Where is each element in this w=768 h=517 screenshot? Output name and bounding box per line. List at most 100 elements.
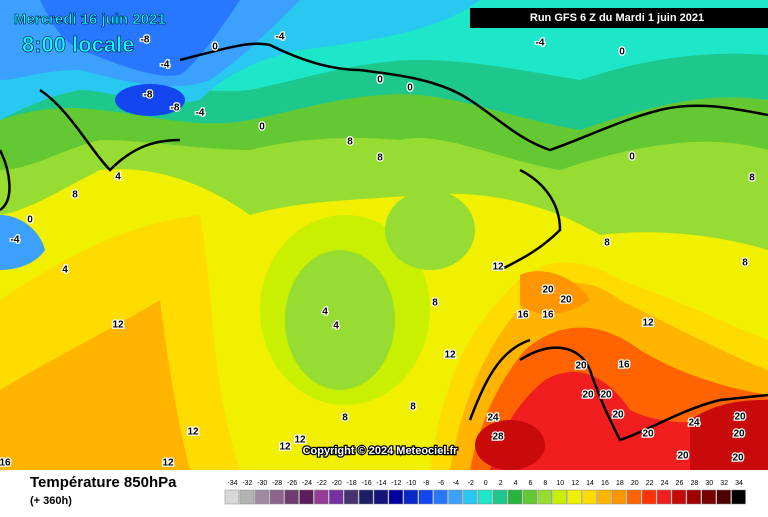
scale-label: 0 bbox=[484, 480, 488, 487]
scale-swatch bbox=[627, 489, 642, 505]
contour-label: 20 bbox=[732, 453, 744, 464]
temperature-field bbox=[0, 0, 768, 470]
scale-swatch bbox=[686, 489, 702, 505]
scale-label: 10 bbox=[556, 480, 564, 487]
contour-label: 0 bbox=[377, 75, 383, 86]
scale-label: 24 bbox=[661, 480, 669, 487]
scale-swatch bbox=[269, 489, 284, 505]
color-scale: -34 -32 -30 -28 -26 -24 -22 -20 -18 -16 -14 -12 -10-… bbox=[224, 480, 746, 505]
scale-label: 30 bbox=[705, 480, 713, 487]
scale-label: 16 bbox=[601, 480, 609, 487]
scale-swatch bbox=[373, 489, 389, 505]
contour-label: 0 bbox=[629, 152, 635, 163]
scale-swatch bbox=[716, 489, 731, 505]
run-box bbox=[470, 8, 768, 28]
scale-label: 32 bbox=[720, 480, 728, 487]
contour-label: 12 bbox=[112, 320, 124, 331]
scale-swatch bbox=[567, 489, 582, 505]
scale-label: 4 bbox=[514, 480, 518, 487]
scale-swatch bbox=[463, 489, 478, 505]
contour-label: 8 bbox=[377, 153, 383, 164]
scale-label: 22 bbox=[646, 480, 654, 487]
scale-swatch bbox=[284, 489, 299, 505]
coastlines bbox=[0, 42, 768, 442]
contour-label: 20 bbox=[612, 410, 624, 421]
contour-label: 20 bbox=[733, 429, 745, 440]
contour-label: 12 bbox=[294, 435, 306, 446]
scale-label: -6 bbox=[438, 480, 444, 487]
contour-label: -8 bbox=[171, 103, 180, 114]
scale-swatch bbox=[299, 489, 314, 505]
scale-label: 8 bbox=[543, 480, 547, 487]
contour-label: 12 bbox=[642, 318, 654, 329]
valid-time: 8:00 locale bbox=[22, 32, 135, 57]
contour-label: 12 bbox=[279, 442, 291, 453]
contour-label: 20 bbox=[560, 295, 572, 306]
contour-label: 24 bbox=[688, 418, 700, 429]
contour-label: 20 bbox=[734, 412, 746, 423]
scale-label: -16 bbox=[361, 480, 371, 487]
scale-label: -10 bbox=[406, 480, 416, 487]
contour-label: -4 bbox=[196, 108, 205, 119]
scale-label: -30 bbox=[257, 480, 267, 487]
contour-label: -8 bbox=[144, 90, 153, 101]
scale-swatch bbox=[343, 489, 359, 505]
scale-swatch bbox=[731, 489, 746, 505]
scale-label: -8 bbox=[423, 480, 429, 487]
contour-labels: -8-4-8-8 -40-40008848-4041244812121212168… bbox=[0, 30, 756, 470]
contour-label: -4 bbox=[161, 60, 170, 71]
contour-label: 16 bbox=[517, 310, 529, 321]
scale-swatch bbox=[701, 489, 716, 505]
contour-label: 20 bbox=[600, 390, 612, 401]
scale-swatch bbox=[224, 489, 240, 505]
scale-swatch bbox=[492, 489, 508, 505]
contour-label: 20 bbox=[642, 429, 654, 440]
contour-label: 4 bbox=[333, 321, 339, 332]
contour-label: 4 bbox=[115, 172, 121, 183]
scale-swatch bbox=[418, 489, 433, 505]
lead-time: (+ 360h) bbox=[30, 495, 72, 507]
scale-label: -18 bbox=[347, 480, 357, 487]
contour-label: 12 bbox=[492, 262, 504, 273]
scale-label: 26 bbox=[676, 480, 684, 487]
scale-swatch bbox=[448, 489, 463, 505]
scale-label: -32 bbox=[242, 480, 252, 487]
scale-label: -20 bbox=[332, 480, 342, 487]
scale-label: -4 bbox=[453, 480, 459, 487]
scale-swatch bbox=[552, 489, 567, 505]
scale-label: 34 bbox=[735, 480, 743, 487]
valid-date: Mercredi 16 juin 2021 bbox=[14, 11, 166, 28]
contour-label: 8 bbox=[347, 137, 353, 148]
contour-label: 16 bbox=[618, 360, 630, 371]
scale-label: 28 bbox=[690, 480, 698, 487]
contour-label: -4 bbox=[11, 235, 20, 246]
contour-label: 0 bbox=[259, 122, 265, 133]
scale-label: -28 bbox=[272, 480, 282, 487]
scale-label: -2 bbox=[468, 480, 474, 487]
scale-swatch bbox=[239, 489, 255, 505]
scale-swatch bbox=[254, 489, 269, 505]
scale-swatch bbox=[403, 489, 418, 505]
scale-label: -12 bbox=[391, 480, 401, 487]
contour-label: 8 bbox=[742, 258, 748, 269]
scale-swatch bbox=[582, 489, 597, 505]
contour-label: 0 bbox=[27, 215, 33, 226]
scale-label: 6 bbox=[528, 480, 532, 487]
scale-label: 2 bbox=[499, 480, 503, 487]
scale-label: -24 bbox=[302, 480, 312, 487]
contour-label: 8 bbox=[410, 402, 416, 413]
contour-label: 20 bbox=[582, 390, 594, 401]
scale-swatch bbox=[537, 489, 553, 505]
scale-swatch bbox=[358, 489, 374, 505]
contour-label: 16 bbox=[542, 310, 554, 321]
scale-label: -14 bbox=[376, 480, 386, 487]
scale-swatch bbox=[671, 489, 687, 505]
contour-label: -8 bbox=[141, 35, 150, 46]
contour-label: 4 bbox=[322, 307, 328, 318]
scale-swatch bbox=[522, 489, 538, 505]
contour-label: 24 bbox=[487, 413, 499, 424]
scale-swatch bbox=[597, 489, 612, 505]
scale-swatch bbox=[612, 489, 627, 505]
